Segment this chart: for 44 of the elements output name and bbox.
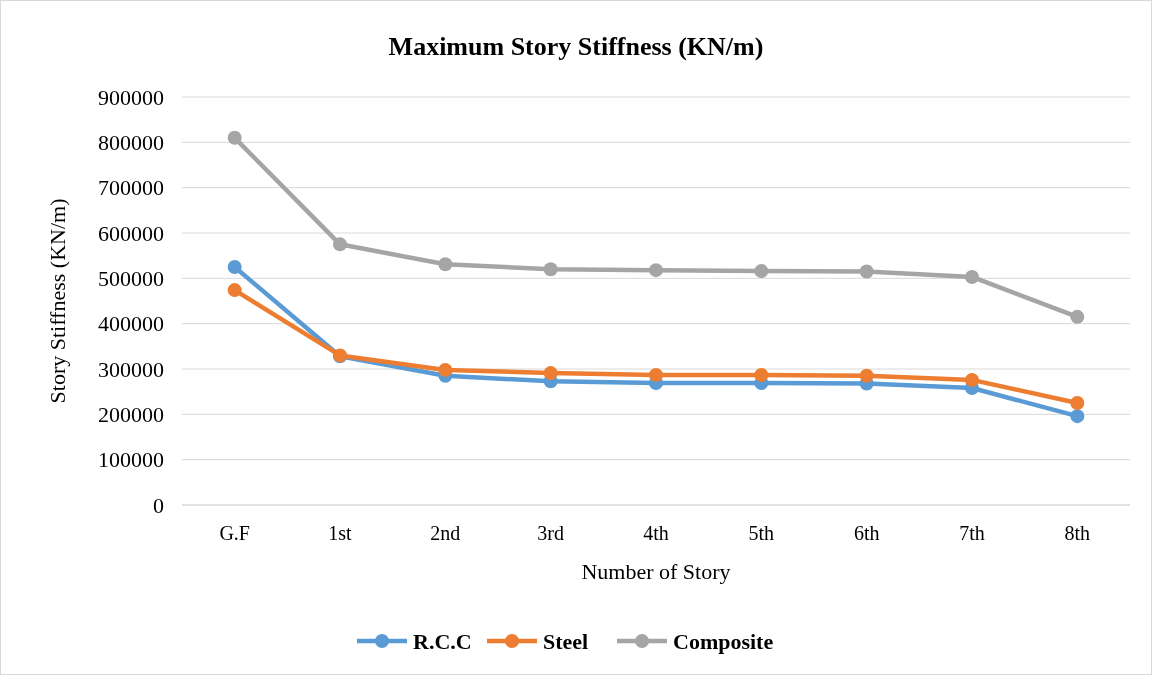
y-tick-label: 600000 — [98, 220, 164, 246]
point — [543, 262, 558, 277]
legend-label: Composite — [673, 628, 774, 654]
x-tick-label: 3rd — [537, 522, 564, 544]
point — [227, 260, 242, 274]
x-axis-title: Number of Story — [581, 559, 731, 584]
legend-label: Steel — [543, 628, 589, 654]
x-tick-label: 7th — [959, 522, 985, 544]
point — [227, 130, 242, 145]
point — [649, 263, 663, 278]
y-tick-label: 900000 — [98, 84, 164, 110]
point — [965, 372, 979, 387]
point — [543, 366, 558, 381]
x-tick-label: 6th — [853, 522, 880, 544]
point — [859, 264, 874, 279]
point — [438, 257, 453, 272]
point — [754, 264, 769, 279]
point — [1070, 409, 1085, 424]
x-tick-label: 5th — [748, 522, 775, 544]
y-tick-label: 0 — [153, 492, 164, 518]
y-axis-title: Story Stiffness (KN/m) — [45, 198, 70, 404]
y-tick-label: 800000 — [98, 130, 164, 156]
point — [227, 283, 242, 298]
point — [754, 367, 769, 382]
y-tick-label: 400000 — [98, 311, 164, 337]
point — [438, 362, 453, 377]
point — [333, 237, 347, 252]
point — [1070, 309, 1085, 324]
point — [965, 269, 979, 284]
y-tick-label: 200000 — [98, 402, 164, 428]
chart-title: Maximum Story Stiffness (KN/m) — [388, 32, 764, 61]
x-tick-label: G.F — [219, 522, 250, 544]
legend-label: R.C.C — [413, 628, 472, 654]
y-tick-label: 700000 — [98, 175, 164, 201]
x-tick-label: 8th — [1064, 522, 1091, 544]
x-tick-label: 4th — [643, 522, 669, 544]
x-tick-label: 1st — [328, 522, 353, 544]
y-tick-label: 100000 — [98, 447, 164, 473]
point — [649, 367, 663, 382]
point — [859, 368, 874, 383]
y-tick-label: 500000 — [98, 266, 164, 292]
point — [1070, 396, 1085, 410]
y-tick-label: 300000 — [98, 356, 164, 382]
x-tick-label: 2nd — [430, 522, 461, 544]
